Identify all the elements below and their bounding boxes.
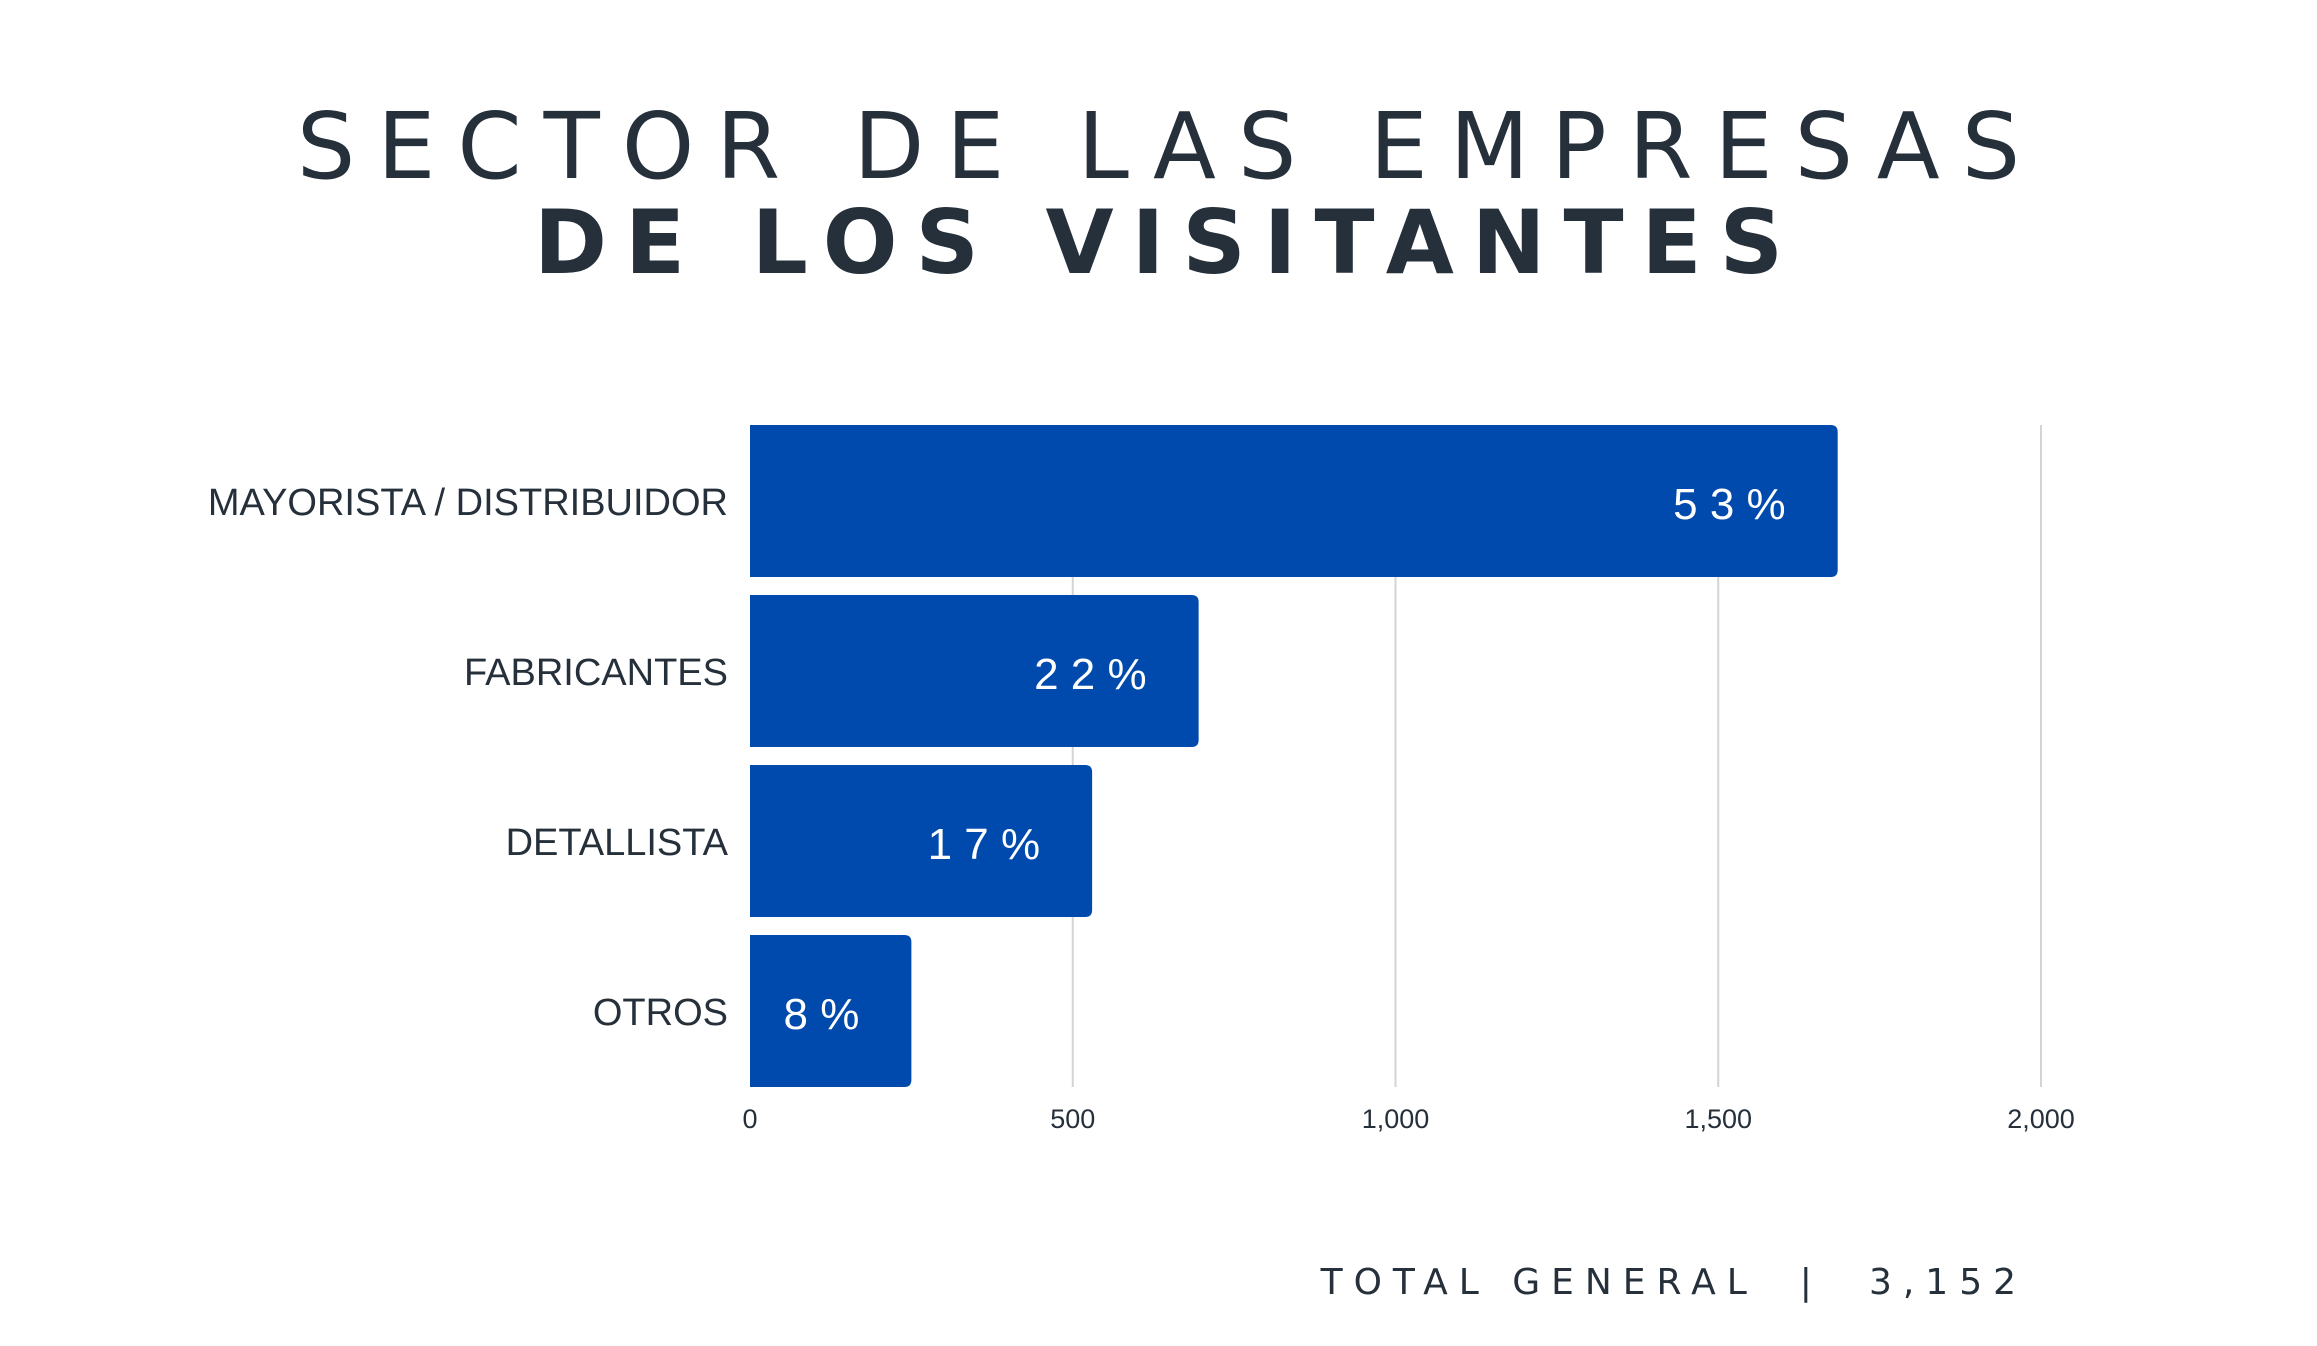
chart-title: SECTOR DE LAS EMPRESAS DE LOS VISITANTES [0, 95, 2317, 295]
category-label: OTROS [593, 992, 728, 1034]
category-label: FABRICANTES [464, 652, 728, 694]
data-label: 2 2 % [1034, 650, 1147, 699]
data-label: 1 7 % [928, 820, 1041, 869]
total-footer: TOTAL GENERAL | 3,152 [1321, 1262, 2027, 1303]
bar [750, 765, 1093, 917]
x-tick-label: 1,000 [1362, 1104, 1430, 1134]
title-line-2: DE LOS VISITANTES [534, 191, 1801, 294]
total-label: TOTAL GENERAL [1320, 1262, 1758, 1303]
total-separator: | [1799, 1262, 1823, 1303]
x-tick-label: 1,500 [1684, 1104, 1752, 1134]
bar [750, 935, 912, 1087]
title-line-1: SECTOR DE LAS EMPRESAS [296, 93, 2043, 200]
bar [750, 425, 1838, 577]
data-label: 8 % [784, 990, 860, 1039]
category-label: DETALLISTA [506, 822, 729, 864]
data-label: 5 3 % [1673, 480, 1786, 529]
category-label: MAYORISTA / DISTRIBUIDOR [208, 482, 728, 524]
x-tick-label: 2,000 [2007, 1104, 2075, 1134]
x-tick-label: 0 [742, 1104, 757, 1134]
bar [750, 595, 1199, 747]
total-value: 3,152 [1868, 1262, 2027, 1303]
x-tick-label: 500 [1050, 1104, 1095, 1134]
